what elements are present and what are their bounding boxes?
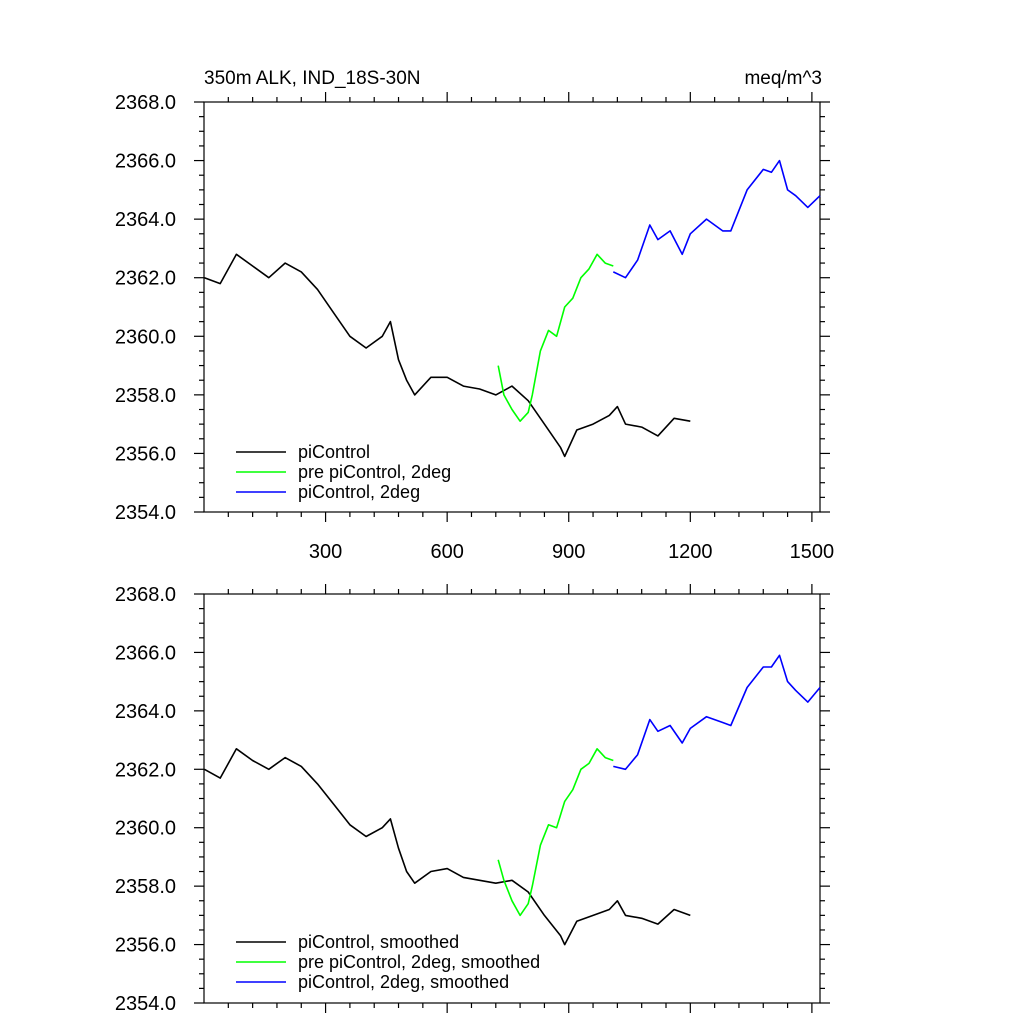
y-tick-label: 2366.0 [115,642,176,664]
y-tick-label: 2358.0 [115,876,176,898]
legend-label: piControl, 2deg, smoothed [298,972,509,992]
y-tick-label: 2366.0 [115,151,176,173]
legend-label: pre piControl, 2deg [298,462,451,482]
plot-frame [203,101,821,513]
y-tick-label: 2356.0 [115,443,176,465]
series-line-2 [613,654,821,771]
series-line-0 [204,747,691,946]
units-label: meq/m^3 [744,68,822,89]
top-panel: 350m ALK, IND_18S-30N meq/m^3 300 600 900 1… [115,68,834,563]
x-tick-label: 900 [552,541,585,563]
y-tick-label: 2354.0 [115,993,176,1015]
x-tick-label: 300 [309,541,342,563]
y-tick-label: 2356.0 [115,935,176,957]
series-line-0 [204,253,691,458]
chart-title: 350m ALK, IND_18S-30N [204,68,421,89]
x-tick-label: 1200 [668,541,713,563]
y-tick-label: 2368.0 [115,92,176,114]
y-tick-label: 2360.0 [115,326,176,348]
plot-frame [203,593,821,1004]
series-line-1 [497,253,614,423]
legend-label: pre piControl, 2deg, smoothed [298,952,540,972]
y-tick-label: 2364.0 [115,209,176,231]
y-tick-label: 2364.0 [115,701,176,723]
series-line-1 [497,747,614,917]
legend-label: piControl, 2deg [298,482,420,502]
y-tick-label: 2362.0 [115,268,176,290]
series-line-2 [612,159,821,279]
bottom-panel: 2354.0 2356.0 2358.0 2360.0 2362.0 2364.0 2366… [115,584,830,1015]
y-tick-label: 2354.0 [115,502,176,524]
y-tick-label: 2358.0 [115,385,176,407]
y-tick-label: 2362.0 [115,759,176,781]
legend-label: piControl [298,442,370,462]
x-tick-label: 600 [430,541,463,563]
y-tick-label: 2368.0 [115,584,176,606]
y-tick-label: 2360.0 [115,818,176,840]
legend-label: piControl, smoothed [298,932,459,952]
x-tick-label: 1500 [790,541,835,563]
